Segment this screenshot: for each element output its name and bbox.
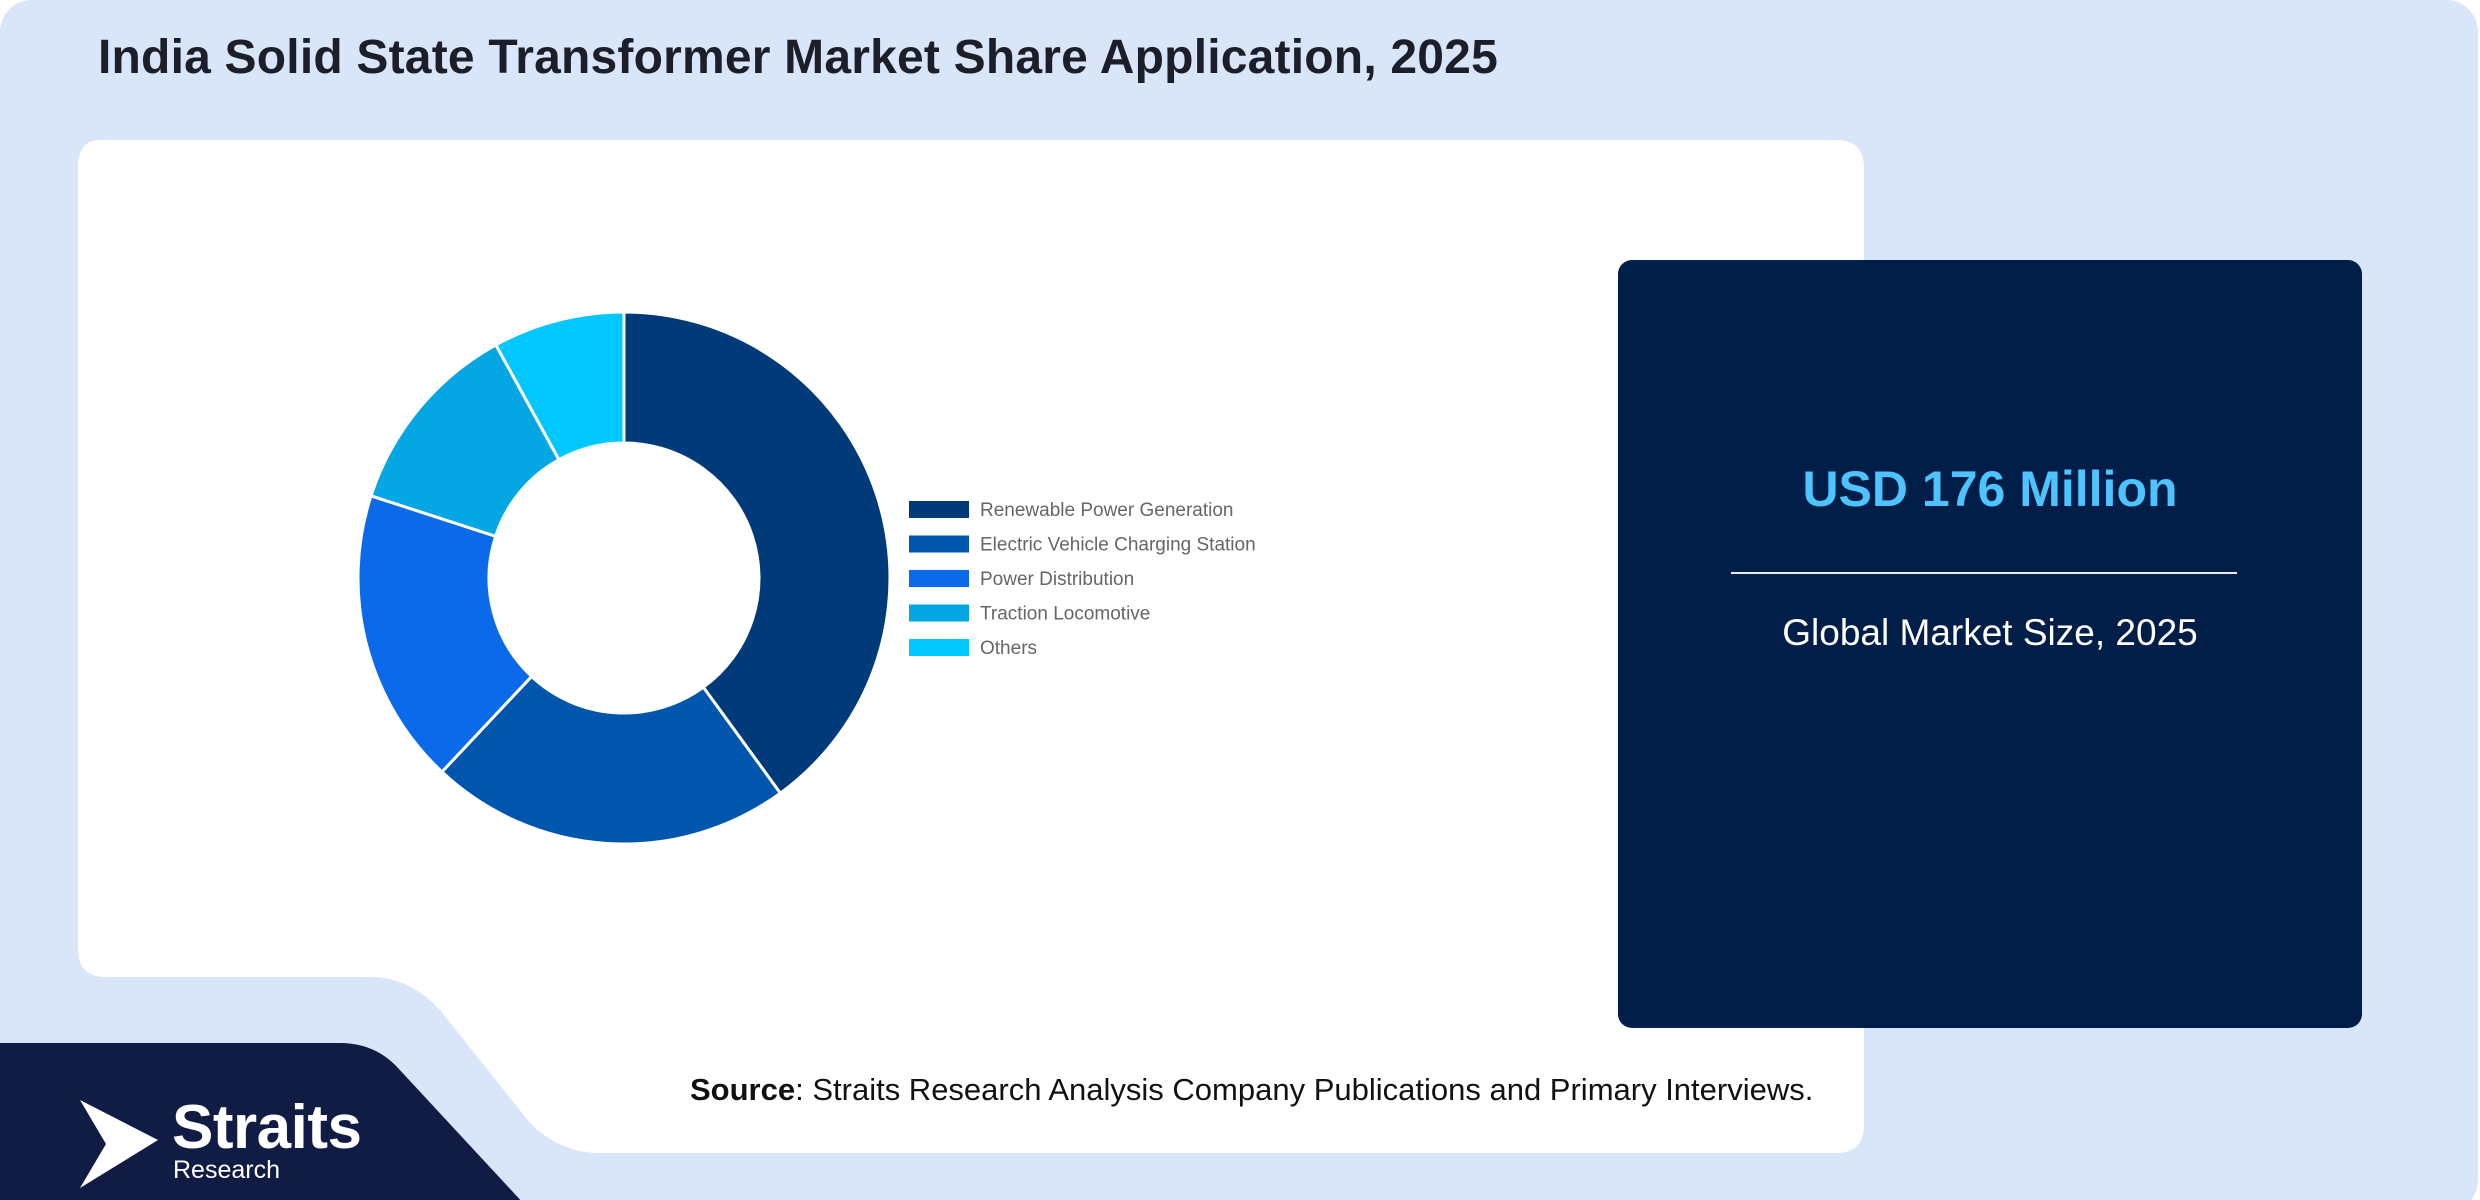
legend-swatch [909, 639, 969, 656]
brand-logo: Straits Research [80, 1093, 400, 1190]
donut-slice-others [493, 310, 626, 462]
source-note: Source: Straits Research Analysis Compan… [690, 1072, 1813, 1108]
legend-label: Renewable Power Generation [980, 500, 1234, 521]
source-label: Source [690, 1072, 796, 1107]
legend-swatch [909, 501, 969, 518]
stat-divider [1731, 572, 2237, 574]
legend-label: Power Distribution [980, 569, 1134, 590]
legend-swatch [909, 604, 969, 622]
source-text: : Straits Research Analysis Company Publ… [795, 1072, 1814, 1107]
legend-swatch [909, 535, 969, 553]
legend-label: Traction Locomotive [980, 604, 1150, 625]
market-size-value: USD 176 Million [1802, 461, 2178, 517]
legend-label: Electric Vehicle Charging Station [980, 535, 1256, 556]
page-title: India Solid State Transformer Market Sha… [98, 31, 1498, 84]
donut-slice-power-distribution [356, 493, 534, 775]
donut-slice-electric-vehicle-charging-station [439, 674, 783, 846]
market-size-panel: USD 176 Million Global Market Size, 2025 [1618, 260, 2362, 1028]
footer-band [0, 1043, 521, 1200]
straits-arrow-icon [80, 1100, 158, 1188]
donut-slice-renewable-power-generation [622, 310, 892, 796]
legend-swatch [909, 570, 969, 587]
brand-subtitle: Research [173, 1156, 280, 1184]
market-size-label: Global Market Size, 2025 [1782, 612, 2198, 653]
brand-name: Straits [172, 1093, 362, 1162]
legend-label: Others [980, 638, 1037, 659]
